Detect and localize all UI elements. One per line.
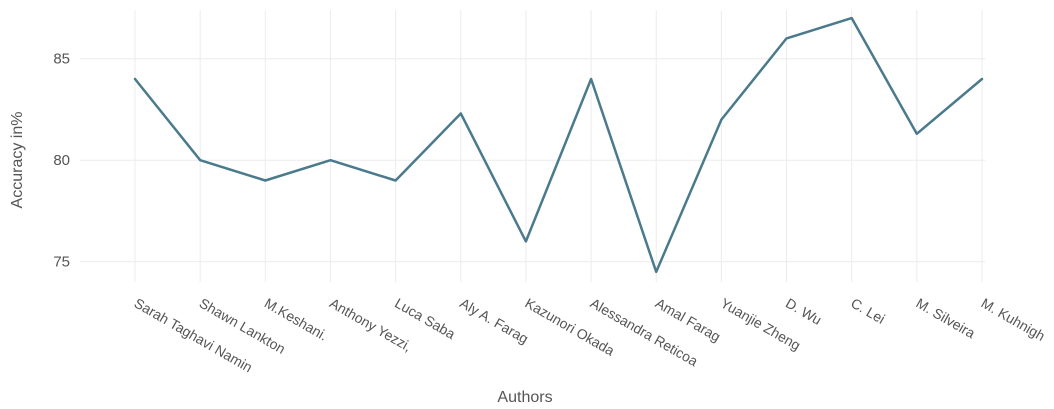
y-tick-label: 80 bbox=[53, 152, 70, 169]
x-tick-label: C. Lei bbox=[848, 295, 888, 327]
x-axis-title: Authors bbox=[497, 389, 552, 406]
gridlines bbox=[80, 10, 985, 282]
x-tick-label: M. Silveira bbox=[913, 295, 978, 342]
y-axis-ticks: 75 80 85 bbox=[53, 51, 70, 271]
y-tick-label: 85 bbox=[53, 51, 70, 68]
x-tick-label: Aly A. Farag bbox=[457, 295, 531, 347]
x-tick-label: Alessandra Reticoa bbox=[588, 295, 701, 370]
x-tick-label: D. Wu bbox=[783, 295, 824, 328]
y-tick-label: 75 bbox=[53, 254, 70, 271]
x-tick-label: M. Kuhnigh bbox=[979, 295, 1048, 344]
series-layer bbox=[133, 16, 984, 274]
series-line bbox=[133, 16, 984, 274]
x-tick-label: Sarah Taghavi Namin bbox=[132, 295, 256, 376]
y-axis-title: Accuracy in% bbox=[9, 112, 26, 209]
